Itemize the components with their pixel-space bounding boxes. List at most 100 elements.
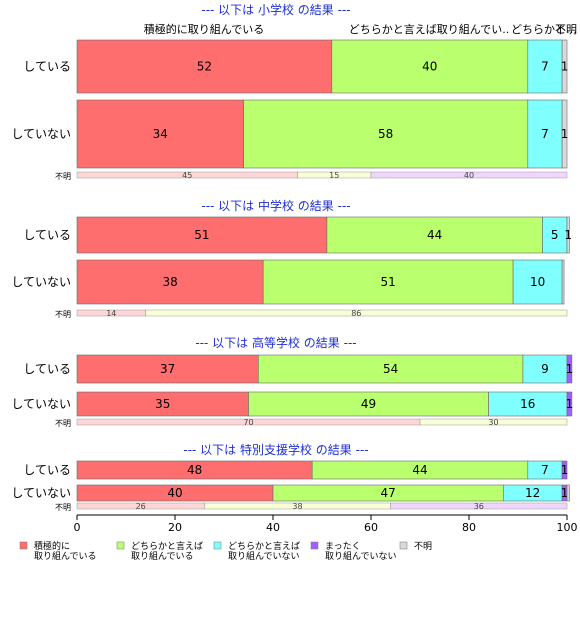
unknown-label: 不明 [55, 172, 71, 181]
bar-value-label: 51 [194, 228, 209, 242]
row-label: していない [11, 275, 71, 289]
bar-segment [561, 39, 568, 94]
bar-value-label: 47 [381, 486, 396, 500]
category-header: 積極的に取り組んでいる [144, 22, 264, 36]
legend-label: まったく [325, 541, 361, 552]
x-tick-label: 40 [266, 521, 280, 534]
bar-value-label: 40 [167, 486, 182, 500]
row-label: していない [11, 127, 71, 141]
category-header: 不明 [555, 23, 577, 36]
legend-item: 不明 [399, 541, 432, 552]
unknown-value-label: 30 [488, 418, 498, 427]
bar-value-label: 58 [378, 127, 393, 141]
bar-value-label: 1 [561, 486, 569, 500]
unknown-segment [145, 309, 568, 317]
bar-segment [76, 216, 328, 254]
x-tick-label: 60 [364, 521, 378, 534]
bar-value-label: 52 [197, 60, 212, 74]
bar-segment [243, 99, 529, 169]
unknown-value-label: 40 [464, 171, 474, 180]
unknown-segment [370, 171, 568, 179]
bar-segment [561, 99, 568, 169]
category-header: どちらかと言えば取り組んでい.. [349, 23, 509, 36]
bar-value-label: 7 [541, 60, 549, 74]
row-label: している [23, 228, 71, 242]
legend-label: 取り組んでいない [325, 550, 397, 562]
section: --- 以下は 高等学校 の結果 --- している 37 54 9 1 していない 35 49 1… [11, 335, 573, 428]
bar-value-label: 1 [561, 127, 569, 141]
unknown-segment [390, 502, 568, 510]
section-title: --- 以下は 中学校 の結果 --- [201, 198, 350, 213]
bar-segment [76, 391, 249, 417]
bar-value-label: 10 [530, 275, 545, 289]
bar-value-label: 44 [412, 463, 427, 477]
category-header: どちらかと… [511, 23, 577, 36]
bar-segment [566, 391, 573, 417]
unknown-value-label: 26 [136, 502, 146, 511]
bar-value-label: 48 [187, 463, 202, 477]
bar-value-label: 40 [422, 60, 437, 74]
bar-value-label: 1 [566, 362, 574, 376]
bar-value-label: 44 [427, 228, 442, 242]
unknown-value-label: 86 [351, 309, 361, 318]
bar-segment [76, 354, 259, 384]
row-label: していない [11, 397, 71, 411]
bar-value-label: 1 [561, 60, 569, 74]
bar-value-label: 49 [361, 397, 376, 411]
unknown-value-label: 70 [243, 418, 253, 427]
bar-segment [326, 216, 543, 254]
bar-segment [257, 354, 524, 384]
legend-swatch [213, 541, 222, 550]
bar-segment [566, 484, 570, 502]
row-label: している [23, 463, 71, 477]
bar-segment [488, 391, 568, 417]
category-headers: 積極的に取り組んでいる どちらかと言えば取り組んでい.. どちらかと… 不明 [144, 22, 577, 36]
bar-segment [76, 39, 333, 94]
bar-segment [248, 391, 489, 417]
bar-value-label: 35 [155, 397, 170, 411]
bar-segment [331, 39, 529, 94]
bar-segment [561, 259, 565, 305]
unknown-segment [419, 418, 568, 426]
bar-segment [512, 259, 563, 305]
x-tick-label: 20 [168, 521, 182, 534]
bar-value-label: 7 [541, 127, 549, 141]
bar-segment [527, 39, 563, 94]
row-label: している [23, 362, 71, 376]
bar-value-label: 51 [381, 275, 396, 289]
legend-label: 不明 [414, 541, 432, 552]
bar-value-label: 9 [541, 362, 549, 376]
legend-label: どちらかと言えば [131, 540, 203, 552]
bar-value-label: 7 [541, 463, 549, 477]
unknown-value-label: 14 [106, 309, 116, 318]
x-tick-label: 100 [557, 521, 578, 534]
section: --- 以下は 中学校 の結果 --- している 51 44 5 1 していない 38 51 10… [11, 198, 572, 319]
unknown-label: 不明 [55, 503, 71, 512]
bar-value-label: 16 [520, 397, 535, 411]
unknown-label: 不明 [55, 310, 71, 319]
bar-value-label: 5 [551, 228, 559, 242]
bar-segment [262, 259, 514, 305]
legend-label: 取り組んでいる [131, 550, 194, 562]
legend-swatch [116, 541, 125, 550]
bar-value-label: 12 [525, 486, 540, 500]
unknown-value-label: 15 [329, 171, 339, 180]
legend-label: 積極的に [34, 540, 70, 552]
bar-value-label: 38 [162, 275, 177, 289]
section: --- 以下は 特別支援学校 の結果 --- している 48 44 7 1 していない 40 4… [11, 442, 570, 512]
unknown-label: 不明 [55, 419, 71, 428]
bar-value-label: 34 [153, 127, 168, 141]
bar-segment [566, 216, 570, 254]
bar-value-label: 1 [566, 397, 574, 411]
unknown-value-label: 36 [474, 502, 484, 511]
legend-label: 取り組んでいる [34, 550, 97, 562]
legend-label: どちらかと言えば [228, 540, 300, 552]
row-label: している [23, 60, 71, 74]
x-axis: 0 20 40 60 80 100 [74, 514, 578, 534]
section-title: --- 以下は 小学校 の結果 --- [201, 2, 350, 17]
